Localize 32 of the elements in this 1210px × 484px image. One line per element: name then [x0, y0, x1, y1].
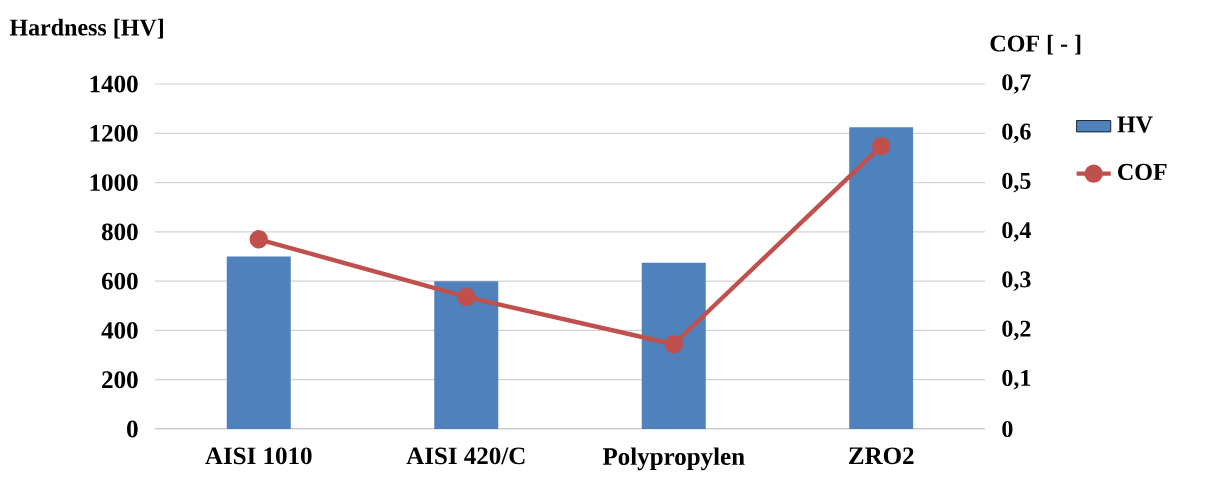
x-tick-label: Polypropylen — [602, 447, 745, 471]
y2-tick-label: 0,1 — [1002, 369, 1031, 390]
y-axis-title: Hardness [HV] — [9, 18, 163, 39]
y-tick-label: 1200 — [90, 124, 138, 142]
x-tick-label: AISI 420/C — [406, 447, 525, 465]
y2-tick-label: 0,2 — [1002, 320, 1031, 341]
x-tick-label: AISI 1010 — [205, 447, 312, 465]
x-tick-label: ZRO2 — [849, 447, 914, 465]
point — [872, 136, 891, 156]
y2-tick-label: 0 — [1002, 420, 1013, 438]
y-tick-label: 800 — [101, 223, 138, 241]
bar — [849, 127, 914, 429]
y2-tick-label: 0,3 — [1002, 271, 1031, 291]
y2-tick-label: 0,6 — [1002, 123, 1031, 144]
legend-label: COF — [1118, 163, 1167, 180]
y2-tick-label: 0,7 — [1002, 74, 1031, 94]
y2-tick-label: 0,5 — [1002, 172, 1031, 193]
point — [249, 230, 268, 249]
point — [457, 287, 476, 307]
point — [664, 335, 683, 354]
y2-tick-label: 0,4 — [1002, 222, 1031, 242]
y-tick-label: 0 — [127, 420, 138, 438]
y2-axis-title: COF [ - ] — [990, 34, 1081, 55]
y-tick-label: 1400 — [90, 75, 138, 93]
bar — [434, 281, 499, 429]
y-tick-label: 600 — [101, 272, 138, 290]
bar — [226, 256, 291, 429]
y-tick-label: 200 — [102, 371, 138, 389]
y-tick-label: 1000 — [90, 174, 138, 192]
legend-label: HV — [1117, 116, 1153, 133]
bar — [641, 262, 706, 429]
y-tick-label: 400 — [101, 321, 138, 339]
